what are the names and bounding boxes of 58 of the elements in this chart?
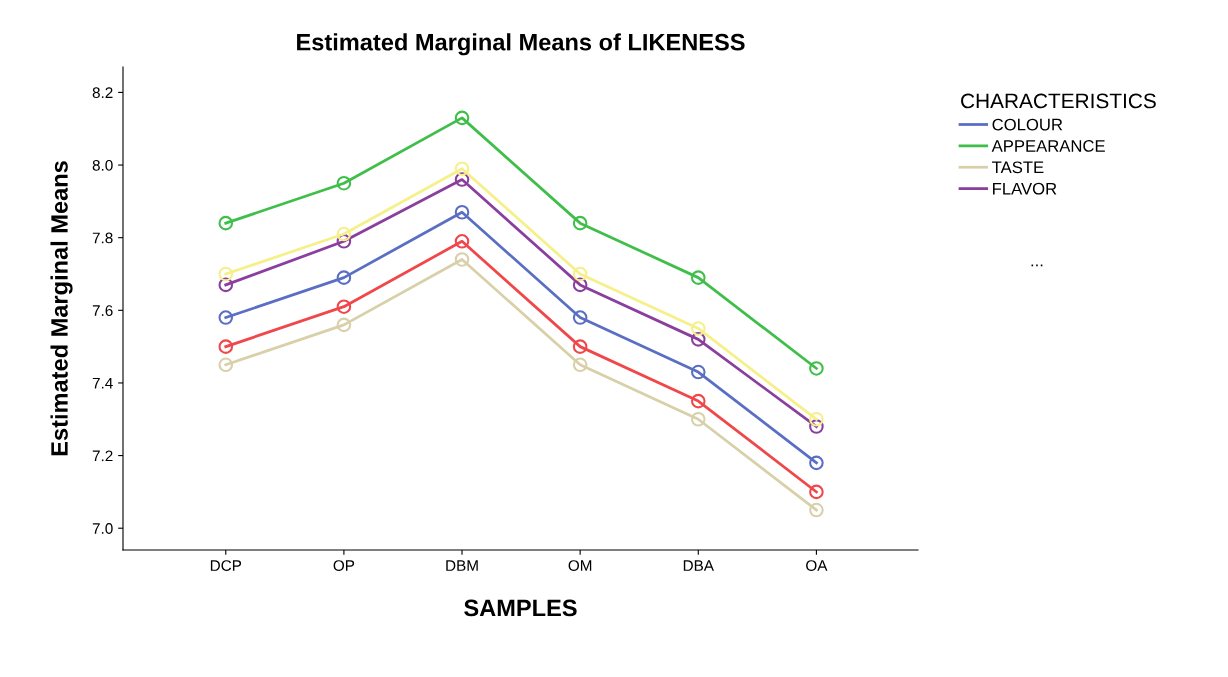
- y-tick-label: 7.0: [92, 523, 113, 534]
- x-tick-label: OM: [568, 560, 592, 571]
- x-tick-label: DBM: [446, 560, 478, 571]
- point: [809, 411, 824, 427]
- point: [809, 455, 824, 471]
- legend-label: TASTE: [992, 161, 1044, 174]
- point: [572, 215, 588, 231]
- point: [572, 310, 588, 325]
- text: ...: [1031, 264, 1043, 267]
- x-tick-label: OP: [333, 560, 355, 571]
- x-tick-label: DCP: [210, 560, 242, 571]
- y-tick-label: 8.2: [92, 87, 113, 99]
- point: [218, 310, 234, 325]
- point: [809, 361, 824, 376]
- x-axis-title: SAMPLES: [464, 599, 577, 617]
- y-tick-label: 7.6: [92, 305, 113, 316]
- point: [218, 277, 234, 293]
- legend-label: COLOUR: [992, 118, 1063, 131]
- point: [572, 339, 588, 354]
- legend-label: FLAVOR: [993, 182, 1057, 195]
- y-tick-label: 7.4: [92, 377, 113, 389]
- point: [454, 234, 470, 249]
- point: [454, 172, 470, 187]
- y-tick-label: 8.0: [92, 159, 113, 171]
- point: [690, 364, 706, 380]
- point: [218, 339, 234, 354]
- x-tick-label: DBA: [683, 560, 714, 571]
- point: [690, 393, 706, 409]
- point: [690, 321, 706, 336]
- point: [218, 215, 234, 231]
- legend-title: CHARACTERISTICS: [961, 93, 1156, 109]
- point: [809, 419, 824, 434]
- point: [572, 357, 588, 373]
- point: [218, 266, 234, 282]
- point: [690, 332, 706, 347]
- y-tick-label: 7.2: [92, 450, 113, 462]
- point: [336, 317, 352, 333]
- point: [218, 357, 234, 373]
- point: [572, 277, 588, 293]
- point: [336, 175, 352, 191]
- point: [454, 161, 470, 176]
- x-tick-label: OA: [806, 560, 828, 571]
- point: [336, 299, 352, 314]
- point: [336, 226, 352, 242]
- point: [454, 204, 470, 220]
- y-axis-title: Estimated Marginal Means: [50, 161, 73, 456]
- point: [454, 110, 470, 126]
- point: [809, 484, 824, 500]
- chart-title: Estimated Marginal Means of LIKENESS: [297, 33, 745, 56]
- point: [454, 252, 470, 267]
- y-tick-label: 7.8: [92, 232, 113, 244]
- point: [690, 411, 706, 427]
- point: [572, 266, 588, 282]
- point: [690, 270, 706, 285]
- legend-label: APPEARANCE: [991, 140, 1105, 152]
- point: [809, 502, 824, 518]
- point: [336, 270, 352, 285]
- point: [336, 234, 352, 249]
